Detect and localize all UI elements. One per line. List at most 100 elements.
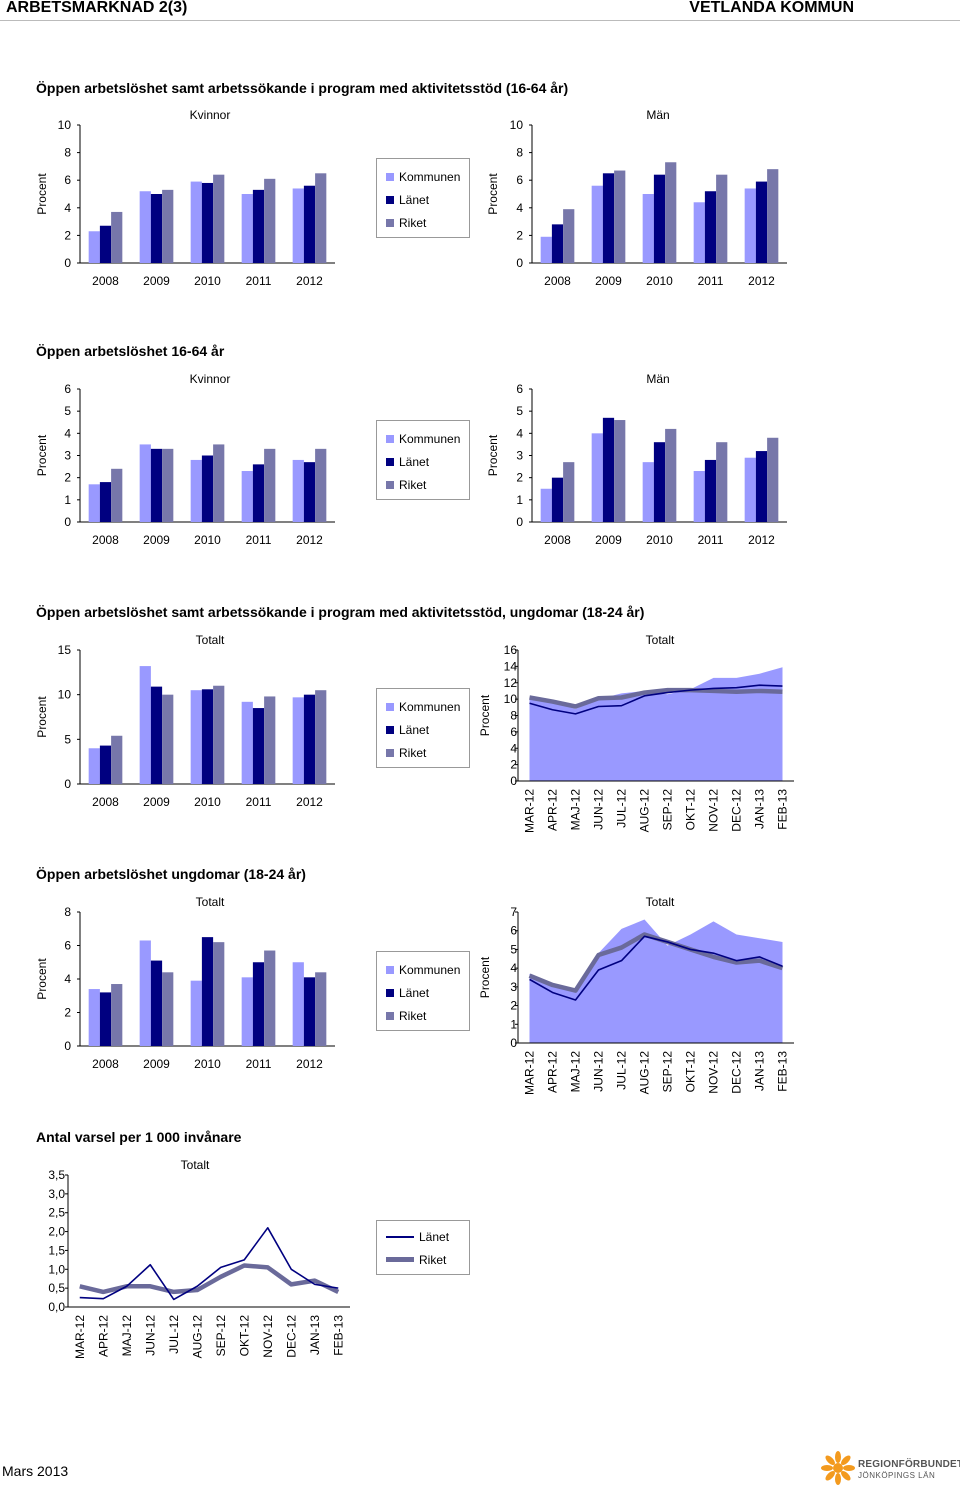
- y-tick-label: 2: [64, 1006, 71, 1020]
- bar-kommunen-2010: [190, 181, 202, 263]
- x-tick-label: 2009: [595, 533, 622, 547]
- bar-länet-2010: [653, 442, 666, 522]
- y-tick-label: 1,0: [48, 1262, 65, 1276]
- y-tick-label: 0: [510, 1036, 517, 1050]
- legend-label: Länet: [419, 1229, 450, 1244]
- legend-item-riket: Riket: [377, 1004, 469, 1027]
- legend-bars-1: Kommunen Länet Riket: [376, 158, 470, 238]
- legend-swatch: [386, 434, 394, 443]
- bar-kommunen-2008: [540, 236, 552, 263]
- bar-riket-2008: [111, 468, 123, 522]
- legend-swatch: [386, 725, 394, 734]
- y-tick-label: 10: [504, 692, 518, 706]
- legend-item-länet: Länet: [377, 981, 469, 1004]
- bar-riket-2011: [264, 178, 276, 263]
- x-tick-label: 2011: [246, 274, 272, 288]
- bar-kommunen-2009: [591, 433, 603, 522]
- y-tick-label: 3,0: [48, 1187, 65, 1201]
- legend-item-länet: Länet: [377, 1225, 469, 1248]
- bar-kommunen-2011: [241, 701, 253, 784]
- bar-kommunen-2010: [190, 980, 202, 1046]
- bar-länet-2012: [303, 185, 316, 263]
- legend-item-riket: Riket: [377, 211, 469, 234]
- x-tick-label: NOV-12: [707, 789, 721, 832]
- x-tick-label: MAR-12: [523, 789, 537, 833]
- bar-kommunen-2012: [292, 697, 304, 784]
- y-axis-title: Procent: [478, 694, 492, 736]
- y-tick-label: 4: [516, 426, 523, 440]
- line-riket: [528, 932, 784, 993]
- bar-kommunen-2010: [190, 459, 202, 522]
- x-tick-label: MAR-12: [73, 1315, 87, 1359]
- bar-länet-2009: [150, 448, 163, 522]
- area-kommunen: [529, 919, 783, 1043]
- x-tick-label: 2010: [646, 533, 673, 547]
- legend-swatch: [386, 965, 394, 974]
- x-tick-label: SEP-12: [214, 1315, 228, 1357]
- y-tick-label: 5: [64, 404, 71, 418]
- x-tick-label: 2008: [92, 274, 119, 288]
- bar-länet-2010: [201, 937, 214, 1046]
- bar-länet-2012: [303, 694, 316, 784]
- legend-item-länet: Länet: [377, 188, 469, 211]
- bar-kommunen-2009: [139, 940, 151, 1046]
- bar-riket-2009: [162, 694, 174, 784]
- municipality-name: VETLANDA KOMMUN: [689, 0, 854, 16]
- bar-riket-2008: [111, 984, 123, 1046]
- bar-kommunen-2012: [292, 459, 304, 522]
- y-tick-label: 0: [510, 774, 517, 788]
- legend-swatch: [386, 172, 394, 181]
- x-tick-label: 2008: [544, 533, 571, 547]
- bar-kommunen-2008: [88, 484, 100, 522]
- x-tick-label: NOV-12: [707, 1051, 721, 1094]
- x-tick-label: JUN-12: [592, 789, 606, 830]
- legend-item-kommunen: Kommunen: [377, 427, 469, 450]
- y-tick-label: 1: [516, 493, 523, 507]
- x-tick-label: JAN-13: [753, 789, 767, 829]
- x-tick-label: 2012: [296, 1057, 323, 1071]
- legend-label: Kommunen: [399, 962, 461, 977]
- line-länet: [529, 935, 783, 1001]
- legend-label: Länet: [399, 454, 430, 469]
- legend-swatch: [386, 988, 394, 997]
- x-tick-label: 2010: [194, 274, 221, 288]
- chart-youth-unemployment-monthly: Totalt 0 1 2 3 4 5 6 7 Procent MAR-12 APR-12 MAJ-12 J…: [478, 895, 794, 1095]
- bar-länet-2011: [252, 962, 265, 1046]
- bar-riket-2012: [315, 173, 327, 263]
- y-tick-label: 4: [510, 961, 517, 975]
- y-tick-label: 2,5: [48, 1206, 65, 1220]
- bar-riket-2008: [111, 735, 123, 784]
- bar-kommunen-2008: [88, 989, 100, 1046]
- y-tick-label: 12: [504, 676, 518, 690]
- sun-logo-icon: [821, 1451, 855, 1485]
- legend-label: Riket: [399, 1008, 427, 1023]
- y-tick-label: 8: [64, 146, 71, 160]
- x-tick-label: OKT-12: [237, 1315, 251, 1357]
- line-länet: [529, 684, 783, 715]
- bar-länet-2011: [704, 191, 717, 263]
- page-header: ARBETSMARKNAD 2(3) VETLANDA KOMMUN: [0, 0, 960, 21]
- bar-riket-2010: [665, 162, 677, 263]
- x-tick-label: SEP-12: [661, 1051, 675, 1093]
- regionforbundet-logo: REGIONFÖRBUNDET JÖNKÖPINGS LÄN: [820, 1450, 960, 1486]
- bar-riket-2012: [315, 448, 327, 522]
- legend-item-kommunen: Kommunen: [377, 958, 469, 981]
- y-tick-label: 2: [510, 999, 517, 1013]
- x-tick-label: NOV-12: [261, 1315, 275, 1358]
- y-tick-label: 0,0: [48, 1300, 65, 1314]
- y-axis-title: Procent: [35, 173, 49, 215]
- legend-label: Riket: [419, 1252, 447, 1267]
- x-tick-label: FEB-13: [331, 1315, 345, 1356]
- bar-länet-2010: [653, 174, 666, 263]
- legend-label: Länet: [399, 985, 430, 1000]
- bar-länet-2008: [551, 477, 564, 522]
- x-tick-label: APR-12: [546, 1051, 560, 1093]
- x-tick-label: 2012: [296, 274, 323, 288]
- y-tick-label: 0: [64, 777, 71, 791]
- bar-riket-2009: [614, 420, 626, 522]
- legend-item-kommunen: Kommunen: [377, 165, 469, 188]
- x-tick-label: 2010: [194, 533, 221, 547]
- bar-kommunen-2009: [139, 666, 151, 784]
- bar-riket-2011: [264, 696, 276, 784]
- x-tick-label: DEC-12: [730, 789, 744, 832]
